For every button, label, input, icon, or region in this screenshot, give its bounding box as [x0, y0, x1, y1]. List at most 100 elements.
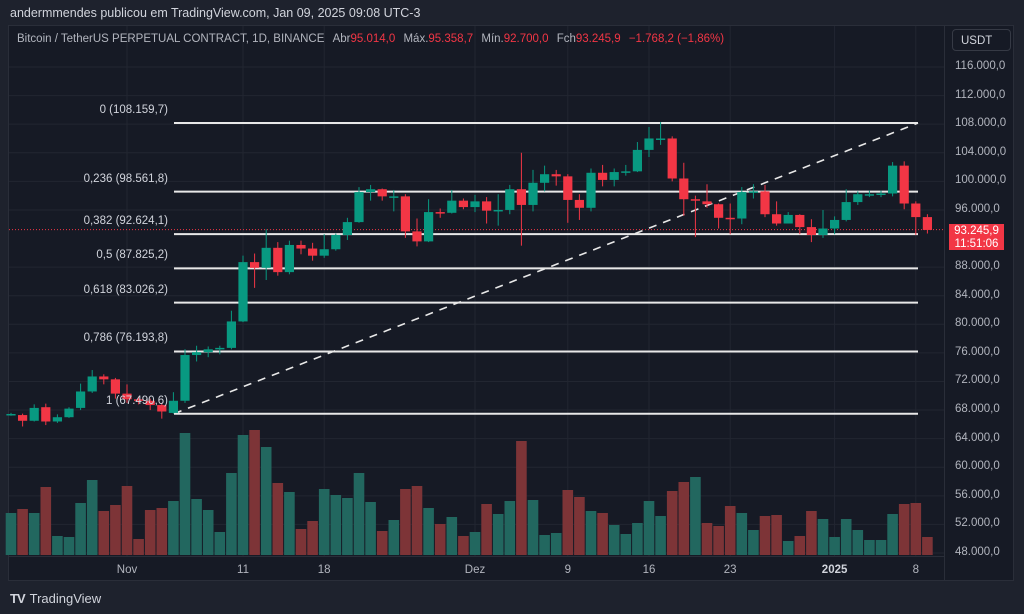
volume-bar	[144, 510, 156, 555]
volume-bar	[875, 540, 887, 555]
low-value: 92.700,0	[503, 33, 549, 45]
volume-bar	[458, 536, 469, 555]
volume-bar	[840, 519, 852, 555]
volume-bar	[597, 513, 608, 555]
candle-body	[122, 393, 132, 400]
tradingview-logo-icon: TV	[10, 591, 26, 606]
volume-bar	[539, 535, 550, 555]
time-tick-label: 11	[237, 564, 249, 576]
candle-body	[540, 174, 550, 183]
volume-bar	[794, 536, 806, 555]
volume-bar	[75, 503, 86, 555]
candle-body	[516, 189, 526, 205]
fibonacci-level-label: 0,236 (98.561,8)	[83, 172, 168, 185]
candle-body	[482, 201, 492, 211]
candle-body	[806, 227, 816, 235]
price-tick-label: 104.000,0	[955, 145, 1007, 158]
volume-bar	[260, 447, 272, 555]
candle-body	[679, 178, 689, 200]
price-tick-label: 112.000,0	[955, 88, 1006, 101]
volume-bar	[353, 473, 365, 555]
candle-body	[470, 201, 480, 208]
volume-bar	[666, 491, 678, 555]
time-tick-label: 16	[642, 564, 656, 576]
candle-body	[354, 192, 364, 223]
candle-body	[366, 189, 376, 193]
volume-bar	[17, 509, 28, 555]
volume-bar	[504, 501, 516, 555]
fibonacci-level-label: 0,618 (83.026,2)	[83, 283, 168, 296]
candle-body	[18, 415, 28, 421]
price-tick-label: 88.000,0	[955, 260, 1000, 273]
candle-body	[400, 196, 410, 232]
candle-body	[424, 212, 434, 242]
volume-bar	[411, 486, 423, 555]
symbol-name[interactable]: Bitcoin / TetherUS PERPETUAL CONTRACT, 1…	[17, 33, 325, 45]
currency-button[interactable]: USDT	[952, 29, 1011, 51]
low-label: Mín.	[481, 33, 504, 45]
volume-bar	[388, 520, 400, 555]
volume-bar	[237, 435, 249, 555]
open-label: Abr	[332, 33, 351, 45]
candle-body	[528, 182, 538, 205]
volume-bar	[63, 537, 75, 555]
price-tick-label: 108.000,0	[955, 117, 1007, 130]
volume-bar	[516, 441, 527, 555]
price-tick-label: 80.000,0	[955, 317, 1000, 330]
volume-bar	[852, 530, 864, 555]
volume-bar	[608, 525, 620, 555]
candle-body	[830, 219, 840, 229]
volume-bar	[330, 495, 342, 555]
volume-bar	[446, 517, 458, 555]
volume-bar	[168, 501, 179, 555]
change-value: −1.768,2 (−1,86%)	[628, 33, 725, 45]
candle-body	[99, 376, 109, 380]
volume-bar	[643, 501, 655, 555]
volume-bar	[817, 519, 829, 555]
volume-bar	[214, 532, 226, 555]
candle-body	[145, 400, 155, 406]
fibonacci-level-label: 0,5 (87.825,2)	[96, 249, 168, 262]
volume-bar	[806, 511, 817, 555]
candle-body	[922, 217, 932, 230]
volume-bar	[574, 497, 585, 555]
candle-body	[853, 194, 863, 203]
volume-bar	[40, 487, 52, 555]
fibonacci-level-label: 1 (67.490,6)	[105, 394, 168, 407]
candle-body	[911, 203, 921, 218]
candle-body	[667, 138, 677, 179]
volume-bar	[829, 537, 840, 555]
candle-body	[888, 165, 898, 194]
fibonacci-level-label: 0 (108.159,7)	[99, 104, 168, 117]
volume-bar	[481, 504, 492, 555]
price-tick-label: 100.000,0	[955, 174, 1007, 187]
price-tick-label: 72.000,0	[955, 374, 1000, 387]
volume-bar	[133, 539, 144, 555]
last-price-badge: 93.245,9 11:51:06	[949, 224, 1004, 250]
price-tick-label: 52.000,0	[955, 517, 1000, 530]
candle-body	[772, 214, 782, 224]
candle-body	[261, 247, 271, 268]
volume-bar	[701, 523, 713, 555]
candle-body	[250, 262, 260, 268]
volume-bar	[307, 521, 318, 555]
candle-body	[598, 172, 608, 180]
candle-body	[273, 247, 283, 273]
candle-body	[551, 174, 561, 177]
candle-body	[296, 244, 306, 249]
candle-body	[226, 321, 236, 348]
candle-body	[656, 138, 666, 140]
price-tick-label: 68.000,0	[955, 403, 1000, 416]
price-axis-separator	[944, 26, 945, 580]
fibonacci-level-label: 0,786 (76.193,8)	[83, 332, 168, 345]
volume-bar	[655, 516, 666, 555]
candle-body	[621, 171, 631, 173]
candle-body	[412, 231, 422, 242]
volume-bar	[5, 513, 17, 555]
volume-bar	[342, 498, 353, 555]
volume-bar	[736, 513, 748, 555]
volume-bar	[86, 480, 98, 555]
time-tick-label: Dez	[464, 564, 486, 576]
candle-body	[110, 379, 120, 394]
